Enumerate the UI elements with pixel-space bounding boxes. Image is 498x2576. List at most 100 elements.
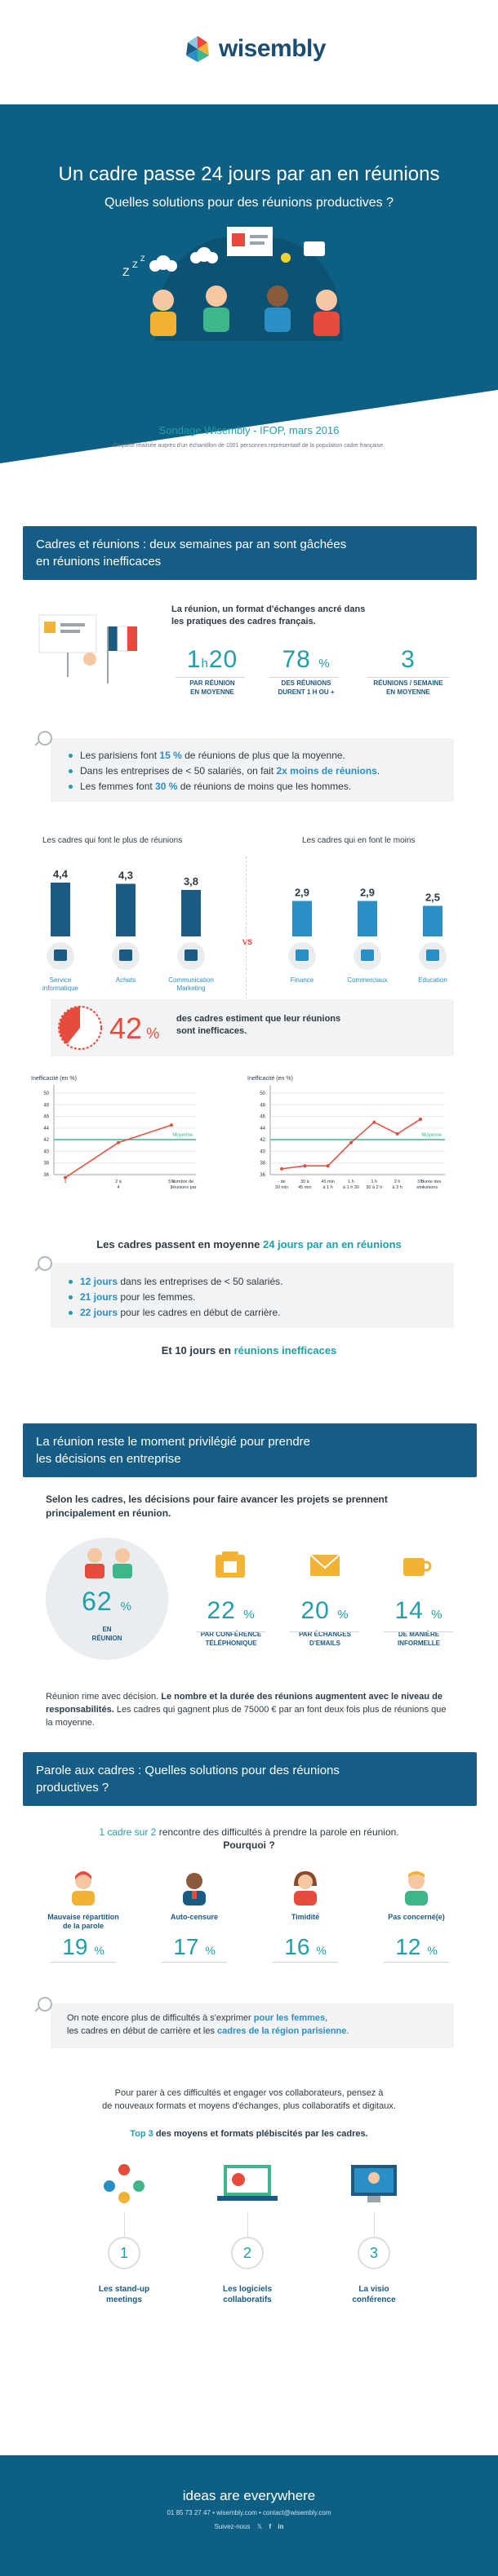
days-bullets-box: 12 jours dans les entreprises de < 50 sa… bbox=[51, 1263, 454, 1328]
data-point bbox=[170, 1123, 173, 1127]
bar-value-label: 2,9 bbox=[295, 887, 309, 899]
note-box: On note encore plus de difficultés à s'e… bbox=[51, 2003, 454, 2048]
top3-text: des moyens et formats plébiscités par le… bbox=[153, 2129, 368, 2139]
note-highlight: pour les femmes bbox=[253, 2013, 326, 2023]
x-axis-label: Durée des bbox=[420, 1180, 442, 1184]
linkedin-icon[interactable]: in bbox=[278, 2523, 284, 2530]
data-point bbox=[326, 1164, 330, 1168]
section2-banner: La réunion reste le moment privilégié po… bbox=[23, 1423, 477, 1477]
magnifier-icon bbox=[38, 1997, 52, 2012]
tool-label: Les stand-up meetings bbox=[98, 2285, 150, 2304]
y-tick-label: 50 bbox=[43, 1091, 49, 1096]
section2-outro-text: Les cadres qui gagnent plus de 75000 € p… bbox=[46, 1705, 447, 1728]
data-point bbox=[64, 1175, 67, 1180]
twitter-icon[interactable]: 𝕏 bbox=[256, 2523, 263, 2530]
coffee-icon bbox=[403, 1558, 432, 1576]
reason-value: 19 % bbox=[62, 1934, 104, 1959]
x-tick-label: 1 h bbox=[371, 1180, 378, 1184]
bullet-text: Les femmes font bbox=[80, 781, 156, 792]
reason-label: Pas concerné(e) bbox=[388, 1913, 445, 1921]
x-tick-label: 30 à bbox=[300, 1180, 310, 1184]
stat-underline bbox=[269, 677, 339, 678]
section2-intro: Selon les cadres, les décisions pour fai… bbox=[46, 1493, 388, 1520]
ineff-text-line2: sont inefficaces. bbox=[176, 1026, 247, 1036]
stat-duration-label1: PAR RÉUNION bbox=[189, 679, 235, 687]
footer-follow: Suivez-nous bbox=[214, 2523, 251, 2530]
section2-intro-line1: Selon les cadres, les décisions pour fai… bbox=[46, 1494, 388, 1505]
days-line: Les cadres passent en moyenne 24 jours p… bbox=[0, 1238, 498, 1250]
y-tick-label: 44 bbox=[260, 1126, 265, 1131]
stat-underline bbox=[176, 677, 245, 678]
bullet-text: Dans les entreprises de < 50 salariés, o… bbox=[80, 765, 277, 777]
hero-subtitle: Quelles solutions pour des réunions prod… bbox=[104, 196, 394, 210]
engage-text: Pour parer à ces difficultés et engager … bbox=[0, 2087, 498, 2113]
bar bbox=[51, 883, 70, 936]
brand-logo[interactable]: wisembly bbox=[183, 34, 327, 64]
hero-wedge bbox=[0, 390, 498, 463]
reason-item: Mauvaise répartition de la parole 19 % bbox=[34, 1913, 132, 1960]
data-point bbox=[303, 1164, 307, 1168]
data-point bbox=[280, 1166, 283, 1171]
top3-highlight: Top 3 bbox=[130, 2129, 153, 2139]
person-beard-icon bbox=[183, 1873, 206, 1905]
x-tick-label: 9 bbox=[170, 1185, 172, 1190]
stat-underline bbox=[290, 1631, 359, 1632]
y-tick-label: 36 bbox=[260, 1173, 265, 1178]
x-tick-label: - de bbox=[278, 1180, 285, 1184]
y-tick-label: 36 bbox=[43, 1173, 49, 1178]
stat-underline bbox=[196, 1631, 265, 1632]
note-highlight: cadres de la région parisienne bbox=[217, 2026, 347, 2036]
decision-email-label2: D'EMAILS bbox=[309, 1640, 340, 1647]
decision-phone-unit: % bbox=[243, 1608, 256, 1622]
header: wisembly bbox=[0, 0, 498, 104]
note-text: On note encore plus de difficultés à s'e… bbox=[67, 2012, 442, 2038]
decision-phone-label1: PAR CONFÉRENCE bbox=[200, 1631, 262, 1638]
bullet-highlight: 2x moins de réunions bbox=[276, 765, 377, 777]
x-tick-label: à 1 h 30 bbox=[343, 1185, 359, 1190]
bar-value-label: 4,3 bbox=[118, 870, 133, 882]
stat-duration-label2: EN MOYENNE bbox=[190, 688, 234, 696]
x-tick-label: 1 h bbox=[348, 1180, 354, 1184]
x-tick-label: 45 min bbox=[298, 1185, 312, 1190]
stat-weekly-label2: EN MOYENNE bbox=[386, 688, 430, 696]
x-tick-label: 2 à bbox=[115, 1180, 122, 1184]
bullet-highlight: 21 jours bbox=[80, 1291, 118, 1303]
category-icon-glyph bbox=[426, 949, 439, 961]
hero-title: Un cadre passe 24 jours par an en réunio… bbox=[58, 163, 440, 185]
y-tick-label: 48 bbox=[260, 1103, 265, 1108]
section1-intro: La réunion, un format d'échanges ancré d… bbox=[171, 604, 365, 628]
stat-long-meetings-value: 78 bbox=[282, 646, 311, 673]
decision-informal-label1: DE MANIÈRE bbox=[398, 1631, 440, 1638]
decision-meeting: 62 % EN RÉUNION bbox=[46, 1587, 168, 1643]
bullet-text: pour les femmes. bbox=[118, 1291, 196, 1303]
bar bbox=[423, 905, 442, 936]
x-tick-label: 30 min bbox=[275, 1185, 289, 1190]
data-point bbox=[349, 1140, 353, 1144]
x-tick-label: 2 h bbox=[394, 1180, 401, 1184]
reason-label: Auto-censure bbox=[170, 1913, 218, 1921]
engage-line2: de nouveaux formats et moyens d'échanges… bbox=[102, 2101, 396, 2111]
vs-divider bbox=[246, 856, 247, 1011]
bullet-text: dans les entreprises de < 50 salariés. bbox=[118, 1276, 283, 1287]
decision-email-unit: % bbox=[337, 1608, 349, 1622]
facebook-icon[interactable]: f bbox=[269, 2523, 272, 2530]
category-icon-glyph bbox=[296, 949, 309, 961]
line-chart-ylabel: Inefficacité (en %) bbox=[31, 1076, 77, 1082]
section1-banner-line2: en réunions inefficaces bbox=[36, 555, 162, 569]
section2-banner-line2: les décisions en entreprise bbox=[36, 1452, 181, 1466]
bullet-item: 21 jours pour les femmes. bbox=[67, 1290, 282, 1305]
note-text-part: On note encore plus de difficultés à s'e… bbox=[67, 2013, 254, 2023]
person-red-hair-icon bbox=[72, 1871, 95, 1905]
tool-rank: 3 bbox=[358, 2237, 390, 2269]
email-icon bbox=[309, 1554, 340, 1576]
x-axis-label: réunions bbox=[420, 1185, 438, 1190]
section3-intro-question: Pourquoi ? bbox=[223, 1839, 275, 1851]
footer-contact[interactable]: 01 85 73 27 47 • wisembly.com • contact@… bbox=[167, 2509, 331, 2516]
meeting-circle bbox=[46, 1538, 168, 1660]
x-tick-label: 5 à bbox=[168, 1180, 176, 1184]
decision-email-label1: PAR ÉCHANGES bbox=[299, 1631, 351, 1638]
decision-informal-unit: % bbox=[431, 1608, 443, 1622]
reason-value: 16 % bbox=[284, 1934, 327, 1959]
note-text-part: les cadres en début de carrière et les bbox=[67, 2026, 218, 2036]
data-point bbox=[372, 1120, 376, 1124]
